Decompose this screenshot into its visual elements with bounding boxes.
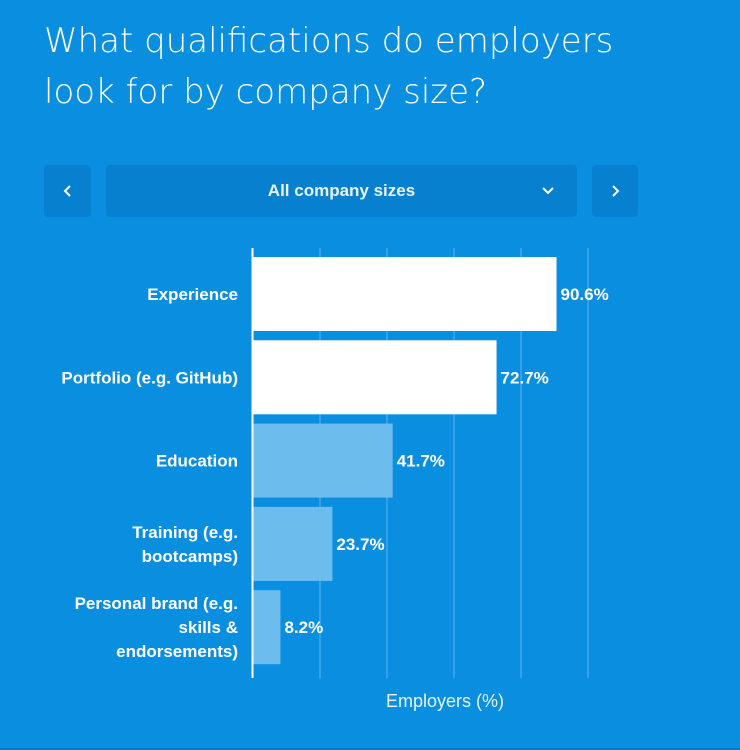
category-label: Portfolio (e.g. GitHub) xyxy=(61,368,238,387)
category-label: Training (e.g. xyxy=(132,523,238,542)
company-size-select[interactable]: All company sizes xyxy=(106,165,577,217)
data-label: 23.7% xyxy=(336,535,384,554)
category-label: Personal brand (e.g. xyxy=(75,594,238,613)
previous-button[interactable] xyxy=(44,165,91,217)
bottom-divider xyxy=(0,748,740,750)
chevron-down-icon xyxy=(542,187,554,195)
chevron-left-icon xyxy=(63,185,71,197)
category-label: Education xyxy=(156,452,238,471)
data-label: 8.2% xyxy=(284,618,323,637)
data-label: 41.7% xyxy=(397,452,445,471)
bar xyxy=(253,340,497,415)
bar xyxy=(253,423,393,498)
bar xyxy=(253,590,281,665)
x-axis-label: Employers (%) xyxy=(386,691,504,711)
bar xyxy=(253,257,557,331)
next-button[interactable] xyxy=(592,165,638,217)
category-label: Experience xyxy=(147,285,238,304)
category-label: skills & xyxy=(178,618,238,637)
bar xyxy=(253,506,333,581)
data-label: 90.6% xyxy=(561,285,609,304)
data-label: 72.7% xyxy=(501,368,549,387)
category-label: bootcamps) xyxy=(142,547,238,566)
category-label: endorsements) xyxy=(116,642,238,661)
chart-title: What qualifications do employers look fo… xyxy=(44,21,614,112)
chevron-right-icon xyxy=(612,185,620,197)
company-size-select-value: All company sizes xyxy=(267,181,416,200)
